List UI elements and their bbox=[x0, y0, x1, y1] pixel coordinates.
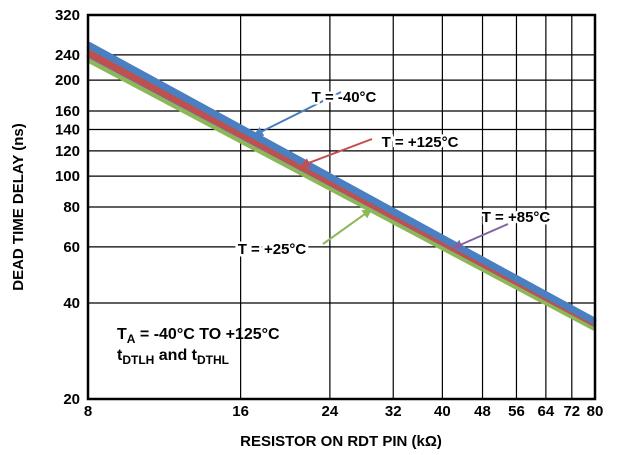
y-tick-label: 80 bbox=[63, 199, 80, 216]
annotation-arrow bbox=[299, 138, 373, 168]
conditions-range: = -40°C TO +125°C bbox=[135, 326, 280, 343]
y-tick-label: 60 bbox=[63, 239, 80, 256]
annotation-label: T = +85°C bbox=[482, 209, 551, 226]
conditions-dtlh: DTLH bbox=[122, 353, 154, 367]
annotation-arrow bbox=[253, 91, 342, 137]
x-tick-label: 24 bbox=[322, 403, 339, 420]
y-tick-label: 120 bbox=[55, 143, 80, 160]
annotations: T = -40°C T = +125°C T = +85°C T = +25°C bbox=[235, 87, 553, 261]
y-tick-label: 40 bbox=[63, 295, 80, 312]
annotation-label: T = -40°C bbox=[312, 89, 377, 106]
conditions-dthl: DTHL bbox=[197, 353, 229, 367]
x-tick-label: 32 bbox=[385, 403, 402, 420]
x-tick-labels: 8 16 24 32 40 48 56 64 72 80 bbox=[84, 403, 604, 420]
annotation-label: T = +125°C bbox=[382, 134, 459, 151]
y-tick-label: 140 bbox=[55, 121, 80, 138]
conditions-t-sub: A bbox=[127, 332, 136, 346]
annotation-arrow bbox=[452, 223, 509, 249]
y-tick-label: 160 bbox=[55, 103, 80, 120]
x-tick-label: 48 bbox=[474, 403, 491, 420]
series-lines bbox=[86, 41, 597, 331]
series-line-3 bbox=[86, 55, 597, 331]
x-tick-label: 72 bbox=[563, 403, 580, 420]
x-tick-label: 56 bbox=[508, 403, 525, 420]
x-tick-label: 40 bbox=[434, 403, 451, 420]
conditions-t: T bbox=[117, 326, 127, 343]
x-tick-label: 64 bbox=[538, 403, 555, 420]
x-tick-label: 80 bbox=[587, 403, 604, 420]
y-tick-label: 200 bbox=[55, 72, 80, 89]
plot-frame bbox=[86, 13, 597, 401]
y-tick-label: 320 bbox=[55, 7, 80, 24]
y-tick-label: 240 bbox=[55, 47, 80, 64]
x-axis-title: RESISTOR ON RDT PIN (kΩ) bbox=[240, 433, 442, 450]
x-tick-label: 8 bbox=[84, 403, 92, 420]
y-tick-label: 20 bbox=[63, 391, 80, 408]
annotation-label: T = +25°C bbox=[238, 241, 307, 258]
annotation-arrow bbox=[322, 208, 373, 245]
series-line-0 bbox=[86, 41, 597, 325]
y-axis-title: DEAD TIME DELAY (ns) bbox=[10, 123, 27, 291]
y-tick-label: 100 bbox=[55, 168, 80, 185]
conditions-and: and t bbox=[154, 347, 197, 364]
x-tick-label: 16 bbox=[232, 403, 249, 420]
conditions-t1: t bbox=[117, 347, 123, 364]
conditions-line-1: TA = -40°C TO +125°C bbox=[117, 326, 280, 346]
conditions-line-2: tDTLH and tDTHL bbox=[117, 347, 229, 367]
